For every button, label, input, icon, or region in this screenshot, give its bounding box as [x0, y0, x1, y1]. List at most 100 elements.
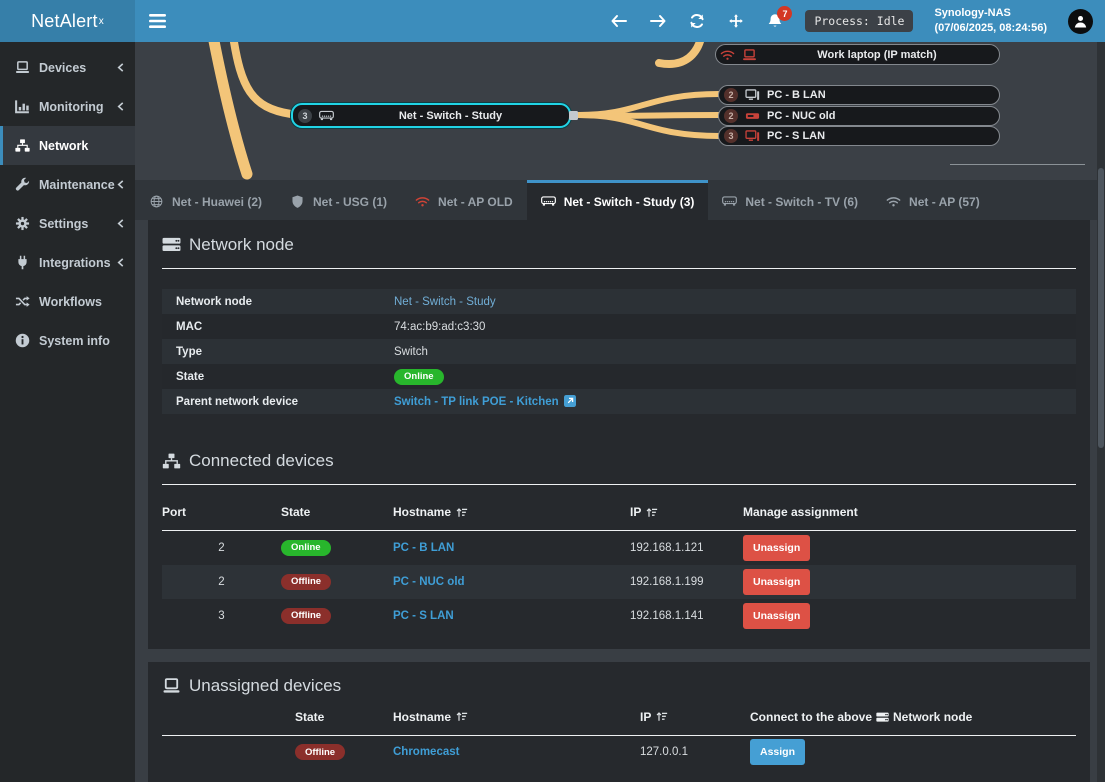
detail-row: State Online: [162, 364, 1076, 389]
nas-info: Synology-NAS (07/06/2025, 08:24:56): [934, 6, 1047, 36]
scrollbar-track[interactable]: [1097, 42, 1105, 782]
tab-net-switch-tv[interactable]: Net - Switch - TV (6): [708, 180, 872, 220]
sidebar-item-devices[interactable]: Devices: [0, 48, 135, 87]
sidebar-item-label: Devices: [39, 60, 87, 75]
pan-button[interactable]: [727, 12, 745, 30]
brand-text: NetAlert: [31, 10, 98, 31]
col-header-ip: IP: [630, 505, 642, 519]
globe-icon: [149, 195, 164, 208]
sidebar-item-settings[interactable]: Settings: [0, 204, 135, 243]
external-link-icon[interactable]: [563, 395, 576, 407]
tab-label: Net - Switch - TV (6): [745, 194, 859, 209]
parent-device-link[interactable]: Switch - TP link POE - Kitchen: [394, 396, 559, 408]
sidebar-item-integrations[interactable]: Integrations: [0, 243, 135, 282]
network-node-details: Network node Net - Switch - Study MAC 74…: [162, 289, 1076, 414]
sidebar-toggle-button[interactable]: [135, 0, 179, 42]
assign-button[interactable]: Assign: [750, 739, 806, 766]
hamburger-icon: [148, 14, 166, 28]
port-cell: 2: [218, 541, 225, 554]
unassign-button[interactable]: Unassign: [743, 534, 811, 561]
sort-icon[interactable]: [656, 711, 668, 722]
forward-button[interactable]: [649, 12, 667, 30]
hostname-link[interactable]: PC - B LAN: [393, 541, 455, 554]
tab-label: Net - AP (57): [909, 194, 980, 209]
divider: [162, 484, 1076, 485]
refresh-button[interactable]: [688, 12, 706, 30]
chevron-left-icon: [116, 63, 125, 72]
shield-icon: [290, 195, 305, 208]
back-button[interactable]: [610, 12, 628, 30]
node-pc-s-lan[interactable]: 3 PC - S LAN: [718, 126, 1000, 146]
arrow-left-icon: [611, 15, 628, 27]
node-label: Net - Switch - Study: [398, 109, 503, 122]
sort-icon[interactable]: [456, 711, 468, 722]
hostname-link[interactable]: PC - NUC old: [393, 575, 465, 588]
detail-row: Network node Net - Switch - Study: [162, 289, 1076, 314]
edge-switch-to-pc-s: [576, 112, 722, 139]
app-logo[interactable]: NetAlert​x: [0, 0, 135, 42]
sort-icon[interactable]: [646, 507, 658, 518]
node-work-laptop[interactable]: Work laptop (IP match): [715, 44, 1000, 65]
sidebar-item-label: Monitoring: [39, 99, 104, 114]
node-pc-b-lan[interactable]: 2 PC - B LAN: [718, 85, 1000, 105]
divider: [162, 268, 1076, 269]
table-header-row: Port State Hostname IP Manage assignment: [162, 491, 1076, 531]
tab-net-ap[interactable]: Net - AP (57): [872, 180, 994, 220]
unassign-button[interactable]: Unassign: [743, 602, 811, 629]
hostname-link[interactable]: PC - S LAN: [393, 609, 454, 622]
sidebar-item-label: System info: [39, 333, 110, 348]
chevron-left-icon: [116, 102, 125, 111]
process-status-badge: Process: Idle: [805, 10, 914, 32]
notifications-button[interactable]: 7: [766, 6, 793, 30]
switch-icon: [319, 110, 334, 122]
sitemap-icon: [162, 453, 181, 469]
tab-net-ap-old[interactable]: Net - AP OLD: [401, 180, 527, 220]
clipped-node-edge: [950, 164, 1085, 165]
ip-cell: 192.168.1.199: [630, 575, 704, 588]
status-badge: Online: [281, 539, 331, 556]
desktop-icon: [745, 130, 760, 142]
sidebar-item-monitoring[interactable]: Monitoring: [0, 87, 135, 126]
brand-sup: x: [98, 15, 104, 27]
server-icon: [876, 712, 889, 723]
unassigned-devices-table: State Hostname IP Connect to the above Ne…: [162, 695, 1076, 770]
tab-net-usg[interactable]: Net - USG (1): [276, 180, 401, 220]
node-net-switch-study[interactable]: 3 Net - Switch - Study: [291, 103, 571, 128]
ip-cell: 192.168.1.141: [630, 609, 704, 622]
edge-parent-left: [208, 42, 253, 180]
gear-icon: [14, 216, 30, 232]
col-header-ip: IP: [640, 709, 652, 724]
node-connector-handle[interactable]: [569, 111, 578, 120]
status-badge: Online: [394, 368, 444, 385]
sidebar-item-workflows[interactable]: Workflows: [0, 282, 135, 321]
scrollbar-thumb[interactable]: [1098, 168, 1104, 448]
switch-icon: [722, 195, 738, 208]
col-header-state: State: [281, 505, 311, 519]
table-row: 2 Online PC - B LAN 192.168.1.121 Unassi…: [162, 531, 1076, 565]
detail-row: Parent network device Switch - TP link P…: [162, 389, 1076, 414]
nas-name: Synology-NAS: [934, 7, 1011, 20]
nas-timestamp: (07/06/2025, 08:24:56): [934, 22, 1047, 34]
col-header-state: State: [162, 695, 393, 736]
user-avatar[interactable]: [1068, 8, 1093, 34]
status-badge: Offline: [281, 573, 332, 590]
port-cell: 3: [218, 609, 225, 622]
node-port-badge: 3: [298, 108, 312, 123]
sidebar-item-system-info[interactable]: System info: [0, 321, 135, 360]
port-cell: 2: [218, 575, 225, 588]
network-topology-diagram[interactable]: 3 Net - Switch - Study Work laptop (IP m…: [135, 42, 1105, 180]
node-port-badge: 2: [724, 88, 738, 102]
tab-net-huawei[interactable]: Net - Huawei (2): [135, 180, 276, 220]
unassign-button[interactable]: Unassign: [743, 568, 811, 595]
sidebar-item-maintenance[interactable]: Maintenance: [0, 165, 135, 204]
network-node-heading: Network node: [162, 235, 1076, 255]
network-node-link[interactable]: Net - Switch - Study: [394, 295, 496, 308]
sidebar-item-network[interactable]: Network: [0, 126, 135, 165]
hostname-link[interactable]: Chromecast: [393, 746, 460, 759]
node-pc-nuc-old[interactable]: 2 PC - NUC old: [718, 105, 1000, 126]
tab-net-switch-study[interactable]: Net - Switch - Study (3): [526, 180, 709, 220]
sidebar-item-label: Integrations: [39, 255, 111, 270]
node-port-badge: 2: [724, 108, 738, 123]
sort-icon[interactable]: [456, 507, 468, 518]
section-title: Connected devices: [189, 451, 334, 470]
